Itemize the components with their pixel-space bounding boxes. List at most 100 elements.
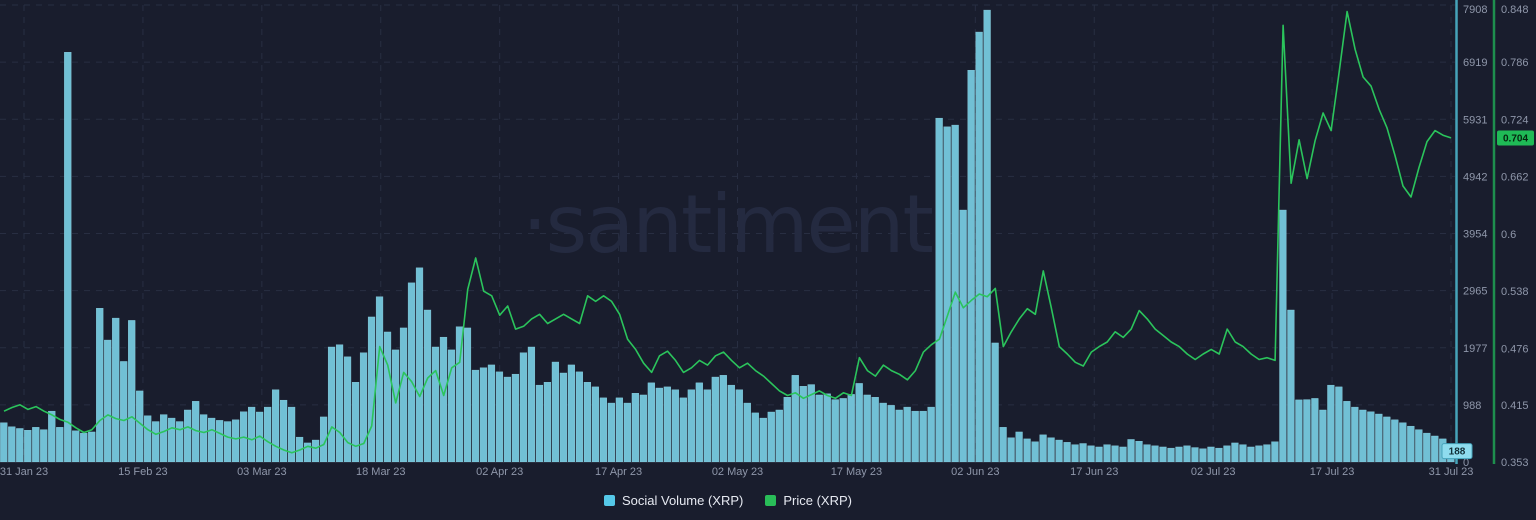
volume-bar[interactable] (839, 398, 847, 463)
volume-bar[interactable] (623, 402, 631, 463)
volume-bar[interactable] (471, 369, 480, 463)
volume-bar[interactable] (1007, 437, 1015, 463)
volume-bar[interactable] (1135, 441, 1143, 463)
volume-bar[interactable] (1335, 386, 1343, 463)
volume-bar[interactable] (639, 394, 647, 463)
volume-bar[interactable] (983, 9, 991, 463)
volume-bar[interactable] (775, 409, 783, 463)
volume-bar[interactable] (431, 346, 440, 463)
volume-bar[interactable] (559, 372, 568, 463)
volume-bar[interactable] (56, 427, 64, 463)
volume-bar[interactable] (439, 336, 448, 463)
volume-bar[interactable] (1415, 429, 1423, 463)
volume-bar[interactable] (751, 412, 759, 463)
volume-bar[interactable] (1039, 434, 1047, 463)
volume-bar[interactable] (695, 382, 703, 463)
volume-bar[interactable] (128, 320, 136, 463)
volume-bar[interactable] (1095, 446, 1103, 463)
volume-bar[interactable] (759, 417, 767, 463)
volume-bar[interactable] (383, 331, 392, 463)
chart-plot[interactable]: 7908 6919 5931 4942 3954 2965 1977 988 0 0.848 0.7… (0, 0, 1536, 480)
volume-bar[interactable] (1031, 441, 1039, 463)
volume-bar[interactable] (136, 390, 144, 463)
volume-bar[interactable] (1399, 422, 1407, 463)
volume-bar[interactable] (1015, 431, 1023, 463)
volume-bar[interactable] (943, 126, 951, 463)
volume-bar[interactable] (248, 406, 256, 463)
volume-bar[interactable] (1367, 411, 1375, 463)
volume-bar[interactable] (1383, 416, 1391, 463)
volume-bar[interactable] (1351, 406, 1359, 463)
volume-bar[interactable] (1311, 398, 1319, 463)
volume-bar[interactable] (224, 421, 232, 463)
volume-bar[interactable] (1175, 446, 1183, 463)
volume-bar[interactable] (1183, 445, 1191, 463)
volume-bar[interactable] (367, 316, 376, 463)
volume-bar[interactable] (1391, 419, 1399, 463)
volume-bar[interactable] (311, 439, 320, 463)
volume-bar[interactable] (911, 410, 919, 463)
volume-bar[interactable] (1103, 444, 1111, 463)
volume-bar[interactable] (1207, 446, 1215, 463)
volume-bar[interactable] (535, 384, 544, 463)
volume-bar[interactable] (879, 402, 887, 463)
volume-bar[interactable] (152, 421, 160, 463)
volume-bar[interactable] (679, 397, 687, 463)
volume-bar[interactable] (80, 432, 88, 463)
volume-bar[interactable] (1295, 399, 1303, 463)
volume-bar[interactable] (527, 346, 536, 463)
volume-bar[interactable] (1231, 442, 1239, 463)
volume-bar[interactable] (32, 427, 40, 463)
volume-bar[interactable] (64, 52, 72, 463)
volume-bar[interactable] (511, 373, 520, 463)
volume-bar[interactable] (727, 384, 735, 463)
volume-bar[interactable] (144, 415, 152, 463)
volume-bar[interactable] (200, 414, 208, 463)
volume-bar[interactable] (767, 411, 775, 463)
volume-bar[interactable] (1343, 401, 1351, 463)
volume-bar[interactable] (575, 371, 583, 463)
volume-bar[interactable] (24, 430, 32, 463)
volume-bar[interactable] (927, 406, 935, 463)
volume-bar[interactable] (1303, 399, 1311, 463)
volume-bar[interactable] (711, 376, 719, 463)
volume-bar[interactable] (1055, 439, 1063, 463)
volume-bar[interactable] (1239, 444, 1247, 463)
volume-bar[interactable] (959, 209, 967, 463)
volume-bar[interactable] (112, 317, 120, 463)
volume-bar[interactable] (735, 389, 743, 463)
volume-bar[interactable] (1271, 441, 1279, 463)
volume-bar[interactable] (783, 397, 791, 463)
volume-bar[interactable] (88, 431, 96, 463)
volume-bar[interactable] (351, 382, 360, 463)
volume-bar[interactable] (815, 394, 823, 463)
volume-bar[interactable] (1191, 447, 1199, 463)
volume-bar[interactable] (655, 387, 663, 463)
volume-bar[interactable] (1263, 444, 1271, 463)
volume-bar[interactable] (463, 327, 472, 463)
volume-bar[interactable] (543, 382, 552, 463)
volume-bar[interactable] (479, 367, 488, 463)
volume-bar[interactable] (407, 282, 416, 463)
volume-bar[interactable] (687, 389, 695, 463)
volume-bar[interactable] (0, 422, 8, 463)
volume-bar[interactable] (216, 420, 224, 463)
volume-bar[interactable] (719, 375, 727, 463)
volume-bar[interactable] (184, 409, 192, 463)
volume-bar[interactable] (999, 427, 1007, 463)
volume-bar[interactable] (895, 409, 903, 463)
volume-bar[interactable] (863, 394, 871, 463)
volume-bar[interactable] (503, 376, 512, 463)
volume-bar[interactable] (1327, 384, 1335, 463)
volume-bar[interactable] (415, 267, 424, 463)
volume-bar[interactable] (264, 406, 272, 463)
volume-bar[interactable] (96, 308, 104, 463)
volume-bar[interactable] (1159, 446, 1167, 463)
volume-bar[interactable] (935, 117, 943, 463)
volume-bar[interactable] (327, 346, 336, 463)
volume-bar[interactable] (831, 399, 839, 463)
volume-bar[interactable] (391, 349, 400, 463)
legend-social-volume[interactable]: Social Volume (XRP) (603, 493, 743, 508)
volume-bar[interactable] (495, 371, 504, 463)
volume-bar[interactable] (343, 356, 352, 463)
